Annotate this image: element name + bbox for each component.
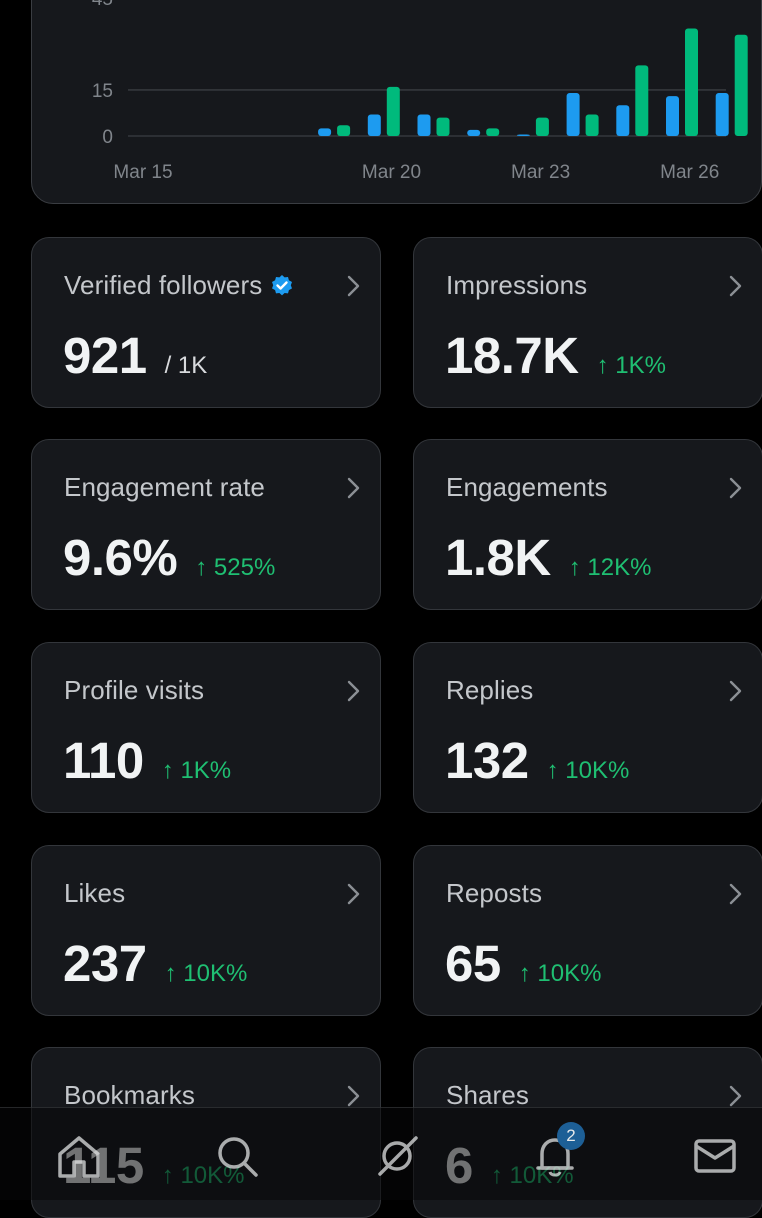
- metric-value: 237: [63, 935, 147, 992]
- metric-card-profile-visits[interactable]: Profile visits 110 ↑ 1K%: [31, 642, 381, 813]
- notifications-icon[interactable]: [532, 1134, 578, 1178]
- chevron-right-icon[interactable]: [726, 882, 746, 906]
- metric-value-row: 921 / 1K: [63, 326, 207, 385]
- bar-mar-22-s2: [535, 117, 549, 136]
- y-tick-label: 0: [102, 127, 113, 148]
- x-tick-label: Mar 26: [660, 162, 719, 183]
- chevron-right-icon[interactable]: [344, 679, 364, 703]
- metric-label: Engagement rate: [64, 472, 265, 502]
- chevron-right-icon[interactable]: [726, 679, 746, 703]
- bar-mar-24-s1: [616, 105, 630, 136]
- bar-mar-21-s1: [467, 129, 481, 136]
- metric-value-row: 9.6% ↑ 525%: [63, 528, 275, 587]
- search-icon[interactable]: [214, 1134, 260, 1178]
- metric-label: Replies: [446, 675, 534, 705]
- bar-mar-18-s2: [337, 125, 351, 136]
- home-icon[interactable]: [56, 1134, 102, 1178]
- bar-mar-19-s2: [386, 86, 400, 136]
- grok-icon[interactable]: [374, 1134, 420, 1178]
- bar-mar-22-s1: [516, 134, 530, 136]
- bar-mar-19-s1: [367, 114, 381, 136]
- metric-value: 65: [445, 935, 501, 992]
- messages-icon[interactable]: [692, 1136, 738, 1176]
- metric-value: 110: [63, 732, 144, 789]
- x-tick-label: Mar 23: [511, 162, 570, 183]
- chevron-right-icon[interactable]: [344, 476, 364, 500]
- chevron-right-icon[interactable]: [344, 882, 364, 906]
- metric-value: 1.8K: [445, 529, 551, 586]
- metric-card-verified-followers[interactable]: Verified followers 921 / 1K: [31, 237, 381, 408]
- metric-value: 18.7K: [445, 327, 579, 384]
- metric-label: Shares: [446, 1080, 529, 1110]
- daily-bar-chart: 0 15 45 Mar 15 Mar 20 Mar 23 Mar 26: [92, 0, 748, 183]
- bar-mar-23-s1: [566, 93, 580, 136]
- chevron-right-icon[interactable]: [726, 1084, 746, 1108]
- y-tick-label: 45: [92, 0, 113, 10]
- bar-mar-20-s2: [436, 117, 450, 136]
- metric-value-row: 132 ↑ 10K%: [445, 731, 629, 790]
- metric-value: 9.6%: [63, 529, 178, 586]
- metric-label: Likes: [64, 878, 126, 908]
- bar-mar-23-s2: [585, 114, 599, 136]
- bar-mar-18-s1: [318, 128, 332, 136]
- metric-card-impressions[interactable]: Impressions 18.7K ↑ 1K%: [413, 237, 762, 408]
- metric-change: ↑ 525%: [195, 554, 276, 581]
- metric-goal: / 1K: [164, 352, 208, 379]
- metric-change: ↑ 10K%: [164, 960, 248, 987]
- x-tick-label: Mar 15: [113, 162, 172, 183]
- metric-value: 132: [445, 732, 529, 789]
- bottom-navigation: [0, 1107, 762, 1200]
- chevron-right-icon[interactable]: [726, 274, 746, 298]
- metric-card-likes[interactable]: Likes 237 ↑ 10K%: [31, 845, 381, 1016]
- metric-card-reposts[interactable]: Reposts 65 ↑ 10K%: [413, 845, 762, 1016]
- metric-card-engagement-rate[interactable]: Engagement rate 9.6% ↑ 525%: [31, 439, 381, 610]
- metric-value-row: 1.8K ↑ 12K%: [445, 528, 651, 587]
- bar-mar-21-s2: [486, 128, 500, 136]
- metric-change: ↑ 1K%: [596, 352, 666, 379]
- chevron-right-icon[interactable]: [726, 476, 746, 500]
- metric-label: Reposts: [446, 878, 543, 908]
- notification-badge: 2: [557, 1122, 585, 1150]
- metric-change: ↑ 12K%: [568, 554, 652, 581]
- metric-label: Verified followers: [64, 270, 294, 301]
- bar-mar-26-s1: [715, 93, 729, 136]
- y-tick-label: 15: [92, 81, 113, 102]
- metric-label: Bookmarks: [64, 1080, 195, 1110]
- metric-change: ↑ 1K%: [161, 757, 232, 784]
- metric-label: Impressions: [446, 270, 588, 300]
- metric-value-row: 65 ↑ 10K%: [445, 934, 601, 993]
- x-tick-label: Mar 20: [362, 162, 421, 183]
- bar-mar-25-s2: [685, 28, 698, 136]
- metric-change: ↑ 10K%: [518, 960, 602, 987]
- chevron-right-icon[interactable]: [344, 274, 364, 298]
- metric-value-row: 237 ↑ 10K%: [63, 934, 247, 993]
- metric-card-engagements[interactable]: Engagements 1.8K ↑ 12K%: [413, 439, 762, 610]
- chevron-right-icon[interactable]: [344, 1084, 364, 1108]
- metric-value-row: 18.7K ↑ 1K%: [445, 326, 666, 385]
- bar-mar-24-s2: [635, 65, 649, 136]
- metric-value: 921: [63, 327, 147, 384]
- bar-mar-25-s1: [666, 96, 679, 136]
- metric-label: Profile visits: [64, 675, 205, 705]
- metric-value-row: 110 ↑ 1K%: [63, 731, 231, 790]
- metric-label: Engagements: [446, 472, 608, 502]
- bar-mar-20-s1: [417, 114, 431, 136]
- metric-change: ↑ 10K%: [546, 757, 630, 784]
- verified-badge-icon: [272, 274, 293, 295]
- metric-card-replies[interactable]: Replies 132 ↑ 10K%: [413, 642, 762, 813]
- bar-mar-26-s2: [734, 34, 748, 136]
